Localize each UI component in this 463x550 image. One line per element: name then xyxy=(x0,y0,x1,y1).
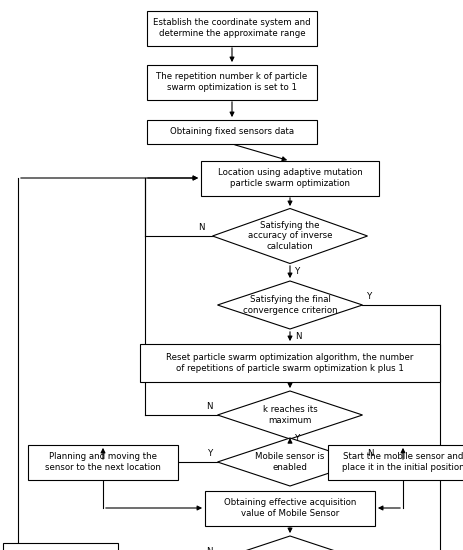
FancyBboxPatch shape xyxy=(28,444,178,480)
FancyBboxPatch shape xyxy=(147,10,317,46)
Text: N: N xyxy=(295,332,301,341)
Text: k reaches its
maximum: k reaches its maximum xyxy=(263,405,317,425)
FancyBboxPatch shape xyxy=(328,444,463,480)
Polygon shape xyxy=(218,281,363,329)
Text: Y: Y xyxy=(367,292,372,301)
Text: Mobile sensor is
enabled: Mobile sensor is enabled xyxy=(255,452,325,472)
Text: Establish the coordinate system and
determine the approximate range: Establish the coordinate system and dete… xyxy=(153,18,311,38)
FancyBboxPatch shape xyxy=(205,491,375,525)
Text: N: N xyxy=(206,547,213,550)
Text: Y: Y xyxy=(208,449,213,458)
Text: N: N xyxy=(367,449,374,458)
Text: Obtaining effective acquisition
value of Mobile Sensor: Obtaining effective acquisition value of… xyxy=(224,498,356,518)
Text: N: N xyxy=(206,402,213,411)
FancyBboxPatch shape xyxy=(2,542,118,550)
Polygon shape xyxy=(218,391,363,439)
Polygon shape xyxy=(213,208,368,263)
Text: Reset particle swarm optimization algorithm, the number
of repetitions of partic: Reset particle swarm optimization algori… xyxy=(166,353,413,373)
FancyBboxPatch shape xyxy=(147,120,317,144)
Text: Planning and moving the
sensor to the next location: Planning and moving the sensor to the ne… xyxy=(45,452,161,472)
Polygon shape xyxy=(218,438,363,486)
Text: Satisfying the
accuracy of inverse
calculation: Satisfying the accuracy of inverse calcu… xyxy=(248,221,332,251)
Text: The repetition number k of particle
swarm optimization is set to 1: The repetition number k of particle swar… xyxy=(156,72,307,92)
Text: Y: Y xyxy=(295,267,300,277)
Text: Start the mobile sensor and
place it in the initial position: Start the mobile sensor and place it in … xyxy=(342,452,463,472)
Text: Y: Y xyxy=(295,434,300,443)
Text: Obtaining fixed sensors data: Obtaining fixed sensors data xyxy=(170,128,294,136)
FancyBboxPatch shape xyxy=(201,161,379,195)
Text: N: N xyxy=(199,223,205,232)
FancyBboxPatch shape xyxy=(140,344,440,382)
Text: Satisfying the final
convergence criterion: Satisfying the final convergence criteri… xyxy=(243,295,338,315)
Polygon shape xyxy=(218,536,363,550)
Text: Location using adaptive mutation
particle swarm optimization: Location using adaptive mutation particl… xyxy=(218,168,363,188)
FancyBboxPatch shape xyxy=(147,64,317,100)
